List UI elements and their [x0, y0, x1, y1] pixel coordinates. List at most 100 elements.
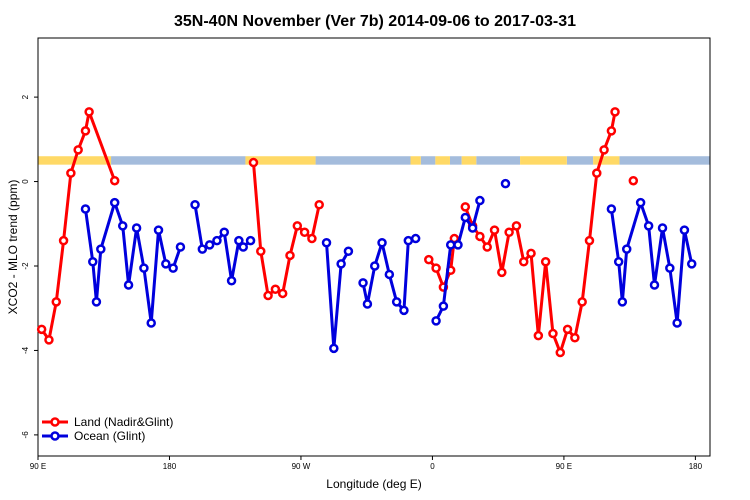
land-point [610, 107, 620, 117]
ocean-point [613, 257, 624, 267]
y-tick-label: -4 [21, 346, 30, 354]
land-point [277, 288, 288, 299]
y-tick-label: -6 [21, 431, 30, 439]
legend-land-marker [50, 417, 60, 427]
land-point [460, 202, 471, 212]
ocean-point [175, 242, 186, 252]
land-point [526, 248, 536, 259]
band-ocean-segment [420, 156, 436, 165]
ocean-point [343, 246, 354, 256]
land-point [577, 297, 587, 307]
band-ocean-segment [315, 156, 411, 165]
ocean-point [500, 178, 511, 189]
ocean-point [467, 223, 478, 233]
series-land [36, 107, 639, 358]
ocean-point [399, 305, 409, 316]
land-point [263, 290, 273, 301]
band-ocean-segment [619, 156, 710, 165]
ocean-point [665, 263, 675, 273]
ocean-point [617, 297, 628, 307]
ocean-point [212, 235, 222, 246]
ocean-point [384, 269, 395, 280]
ocean-point [234, 235, 244, 246]
ocean-point [403, 235, 414, 246]
land-point [584, 235, 595, 246]
ocean-point [204, 240, 215, 250]
ocean-point [91, 297, 102, 307]
land-point [307, 233, 317, 244]
band-land-segment [410, 156, 421, 165]
y-axis-label: XCO2 - MLO trend (ppm) [6, 180, 20, 315]
plot-frame [37, 37, 711, 457]
band-land-segment [461, 156, 477, 165]
land-point [475, 231, 485, 242]
band-land-segment [520, 156, 567, 165]
x-tick-label: 90 W [292, 462, 311, 471]
land-point [606, 126, 617, 136]
ocean-point [362, 299, 373, 309]
x-tick-label: 180 [163, 462, 177, 471]
ocean-point [643, 221, 654, 231]
land-line [463, 111, 617, 355]
band-ocean-segment [111, 156, 246, 165]
land-point [562, 324, 573, 335]
land-point [36, 324, 47, 335]
legend-ocean-label: Ocean (Glint) [74, 429, 145, 443]
ocean-point [369, 261, 380, 271]
ocean-point [219, 227, 230, 237]
ocean-point [109, 197, 120, 208]
ocean-point [445, 240, 456, 250]
ocean-point [146, 318, 156, 328]
ocean-point [139, 263, 149, 273]
ocean-point [153, 225, 164, 235]
ocean-point [336, 259, 346, 269]
ocean-point [391, 297, 402, 307]
ocean-point [123, 280, 134, 290]
land-point [44, 335, 54, 345]
chart-title: 35N-40N November (Ver 7b) 2014-09-06 to … [174, 13, 576, 30]
land-point [511, 221, 522, 231]
ocean-point [88, 257, 98, 267]
legend: Land (Nadir&Glint)Ocean (Glint) [42, 415, 173, 443]
land-point [314, 200, 324, 210]
land-point [58, 235, 69, 246]
land-point [84, 107, 94, 117]
ocean-point [377, 238, 387, 248]
ocean-point [358, 278, 368, 288]
land-line [251, 162, 321, 298]
land-ocean-band [38, 156, 710, 165]
land-point [424, 254, 434, 265]
legend-ocean-marker [50, 431, 60, 441]
ocean-point [410, 233, 421, 244]
ocean-point [460, 212, 471, 223]
land-point [292, 221, 303, 231]
ocean-point [245, 235, 256, 246]
series-ocean [80, 178, 697, 354]
land-point [80, 126, 91, 136]
ocean-point [635, 197, 646, 208]
land-point [299, 227, 310, 237]
ocean-point [672, 318, 682, 328]
ocean-point [321, 238, 332, 248]
ocean-point [453, 240, 463, 250]
land-point [570, 333, 580, 343]
y-axis: 2 0 -2 -4 -6 [21, 94, 38, 438]
land-point [51, 297, 62, 307]
ocean-point [168, 263, 178, 273]
ocean-point [117, 221, 128, 231]
ocean-point [475, 195, 485, 206]
ocean-point [131, 223, 142, 233]
land-point [518, 257, 529, 267]
ocean-point [96, 244, 106, 254]
ocean-point [80, 204, 91, 214]
band-land-segment [593, 156, 620, 165]
band-ocean-segment [566, 156, 594, 165]
ocean-point [190, 200, 200, 210]
ocean-point [657, 223, 668, 233]
ocean-line [609, 201, 694, 325]
land-point [73, 145, 83, 155]
land-point [489, 225, 500, 235]
ocean-point [606, 204, 617, 214]
x-tick-label: 180 [689, 462, 703, 471]
